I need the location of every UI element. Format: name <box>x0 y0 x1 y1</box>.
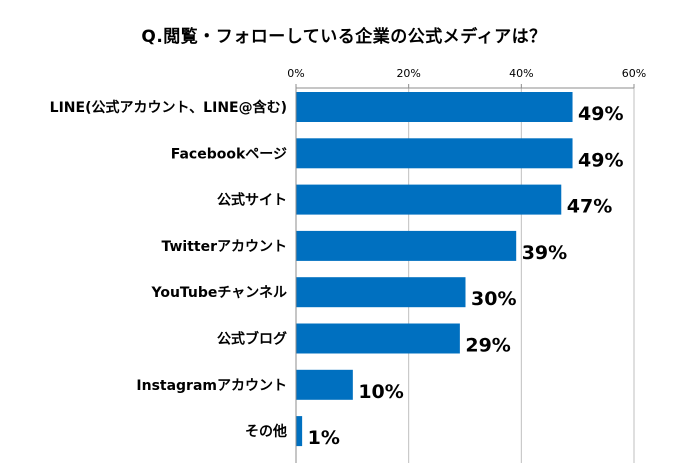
bar <box>296 277 466 308</box>
bar <box>296 323 460 354</box>
bar <box>296 184 562 215</box>
category-label: その他 <box>245 423 287 440</box>
bar <box>296 416 303 447</box>
bar-layer <box>296 92 573 447</box>
data-label: 47% <box>567 196 612 218</box>
bar <box>296 369 353 400</box>
label-layer: LINE(公式アカウント、LINE@含む) 49% Facebookページ 49% 公式… <box>50 99 624 449</box>
x-tick-label: 40% <box>509 67 533 80</box>
category-label: 公式ブログ <box>217 331 287 348</box>
data-label: 49% <box>578 103 623 125</box>
bar <box>296 138 573 169</box>
category-label: Twitterアカウント <box>161 239 287 255</box>
x-tick-label: 20% <box>396 67 420 80</box>
bar <box>296 92 573 122</box>
data-label: 10% <box>358 381 403 403</box>
category-label: 公式サイト <box>217 192 287 209</box>
data-label: 29% <box>465 335 510 357</box>
category-label: YouTubeチャンネル <box>150 285 287 301</box>
bar <box>296 230 517 261</box>
data-label: 30% <box>471 288 516 310</box>
category-label: Facebookページ <box>171 146 287 162</box>
category-label: Instagramアカウント <box>136 378 287 394</box>
chart-title: Q.閲覧・フォローしている企業の公式メディアは？ <box>141 27 547 47</box>
axis-layer: 0% 20% 40% 60% <box>287 67 646 463</box>
x-tick-label: 0% <box>287 67 304 80</box>
data-label: 39% <box>522 242 567 264</box>
x-tick-label: 60% <box>622 67 646 80</box>
category-label: LINE(公式アカウント、LINE@含む) <box>50 99 287 116</box>
data-label: 49% <box>578 149 623 171</box>
data-label: 1% <box>308 427 340 449</box>
